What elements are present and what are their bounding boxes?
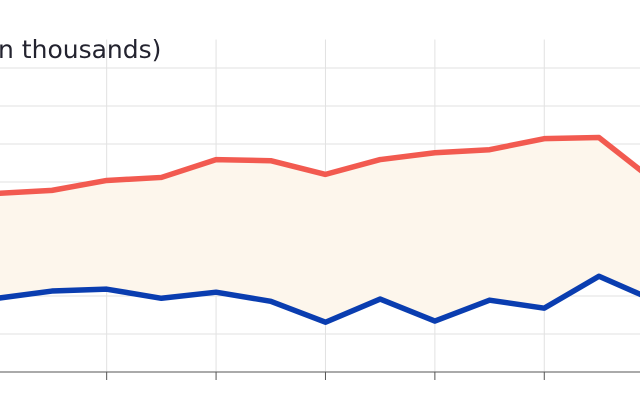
line-series <box>0 273 640 325</box>
chart-title: n thousands) <box>0 35 161 64</box>
plot-area <box>0 134 640 325</box>
line-series <box>0 134 640 197</box>
band-fill <box>0 137 640 323</box>
